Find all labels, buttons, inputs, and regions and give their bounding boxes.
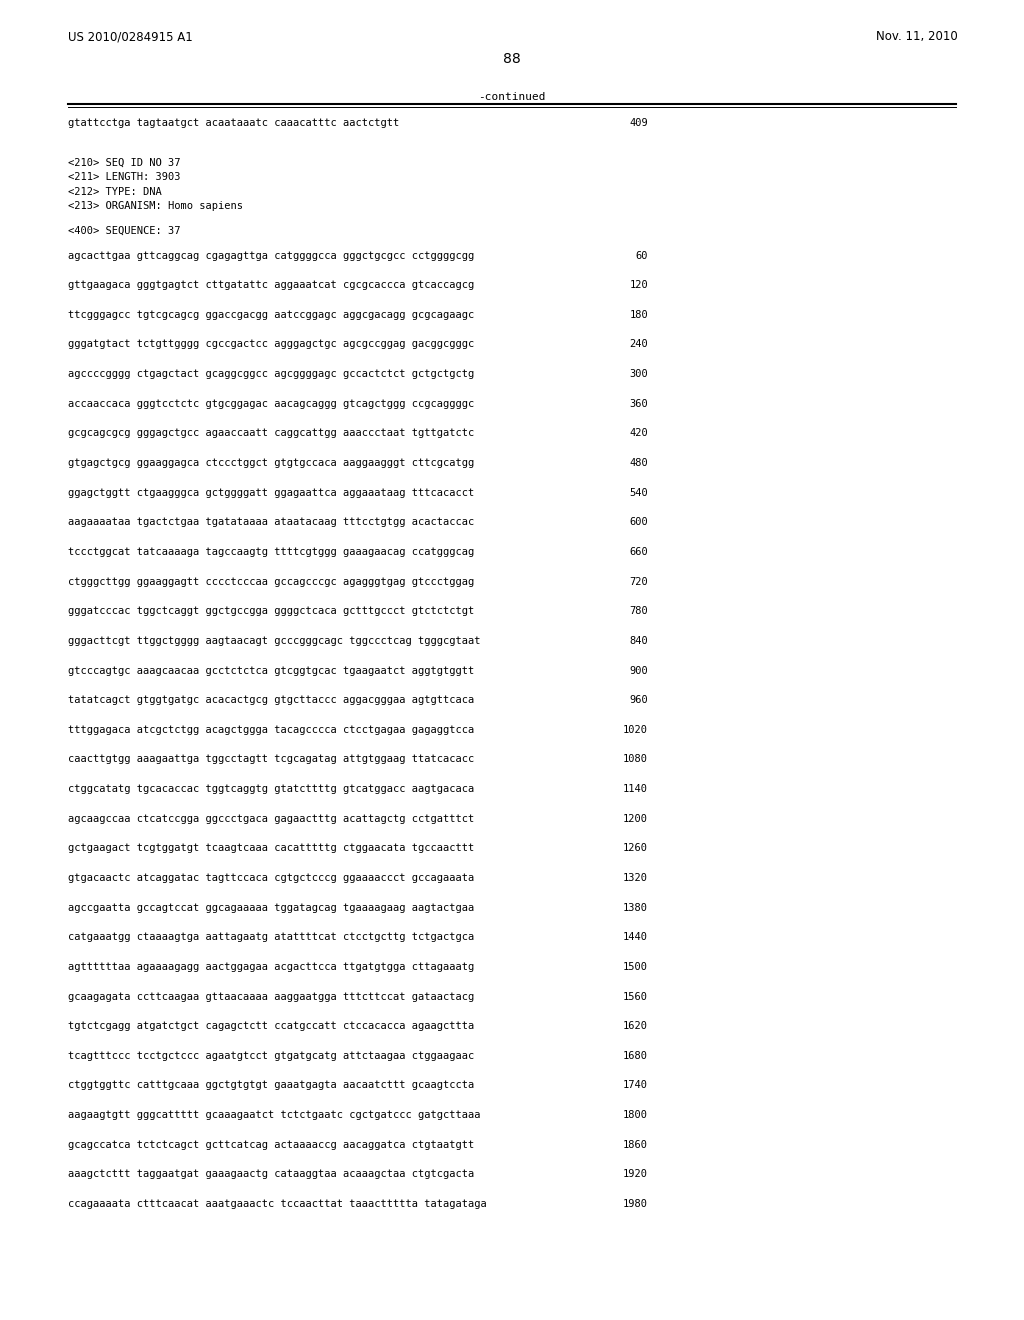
Text: 780: 780 [630, 606, 648, 616]
Text: 1740: 1740 [623, 1081, 648, 1090]
Text: agcacttgaa gttcaggcag cgagagttga catggggcca gggctgcgcc cctggggcgg: agcacttgaa gttcaggcag cgagagttga catgggg… [68, 251, 474, 260]
Text: ttcgggagcc tgtcgcagcg ggaccgacgg aatccggagc aggcgacagg gcgcagaagc: ttcgggagcc tgtcgcagcg ggaccgacgg aatccgg… [68, 310, 474, 319]
Text: agccgaatta gccagtccat ggcagaaaaa tggatagcag tgaaaagaag aagtactgaa: agccgaatta gccagtccat ggcagaaaaa tggatag… [68, 903, 474, 912]
Text: 420: 420 [630, 429, 648, 438]
Text: gttgaagaca gggtgagtct cttgatattc aggaaatcat cgcgcaccca gtcaccagcg: gttgaagaca gggtgagtct cttgatattc aggaaat… [68, 280, 474, 290]
Text: 1200: 1200 [623, 813, 648, 824]
Text: 1500: 1500 [623, 962, 648, 972]
Text: tgtctcgagg atgatctgct cagagctctt ccatgccatt ctccacacca agaagcttta: tgtctcgagg atgatctgct cagagctctt ccatgcc… [68, 1022, 474, 1031]
Text: 120: 120 [630, 280, 648, 290]
Text: 409: 409 [630, 117, 648, 128]
Text: agccccgggg ctgagctact gcaggcggcc agcggggagc gccactctct gctgctgctg: agccccgggg ctgagctact gcaggcggcc agcgggg… [68, 370, 474, 379]
Text: tatatcagct gtggtgatgc acacactgcg gtgcttaccc aggacgggaa agtgttcaca: tatatcagct gtggtgatgc acacactgcg gtgctta… [68, 696, 474, 705]
Text: 1140: 1140 [623, 784, 648, 795]
Text: agcaagccaa ctcatccgga ggccctgaca gagaactttg acattagctg cctgatttct: agcaagccaa ctcatccgga ggccctgaca gagaact… [68, 813, 474, 824]
Text: gtgagctgcg ggaaggagca ctccctggct gtgtgccaca aaggaagggt cttcgcatgg: gtgagctgcg ggaaggagca ctccctggct gtgtgcc… [68, 458, 474, 469]
Text: catgaaatgg ctaaaagtga aattagaatg atattttcat ctcctgcttg tctgactgca: catgaaatgg ctaaaagtga aattagaatg atatttt… [68, 932, 474, 942]
Text: 540: 540 [630, 487, 648, 498]
Text: 480: 480 [630, 458, 648, 469]
Text: ctgggcttgg ggaaggagtt cccctcccaa gccagcccgc agagggtgag gtccctggag: ctgggcttgg ggaaggagtt cccctcccaa gccagcc… [68, 577, 474, 586]
Text: 1860: 1860 [623, 1139, 648, 1150]
Text: 240: 240 [630, 339, 648, 350]
Text: ctggcatatg tgcacaccac tggtcaggtg gtatcttttg gtcatggacc aagtgacaca: ctggcatatg tgcacaccac tggtcaggtg gtatctt… [68, 784, 474, 795]
Text: gtgacaactc atcaggatac tagttccaca cgtgctcccg ggaaaaccct gccagaaata: gtgacaactc atcaggatac tagttccaca cgtgctc… [68, 873, 474, 883]
Text: agttttttaa agaaaagagg aactggagaa acgacttcca ttgatgtgga cttagaaatg: agttttttaa agaaaagagg aactggagaa acgactt… [68, 962, 474, 972]
Text: 1440: 1440 [623, 932, 648, 942]
Text: 600: 600 [630, 517, 648, 527]
Text: tccctggcat tatcaaaaga tagccaagtg ttttcgtggg gaaagaacag ccatgggcag: tccctggcat tatcaaaaga tagccaagtg ttttcgt… [68, 546, 474, 557]
Text: 360: 360 [630, 399, 648, 409]
Text: <212> TYPE: DNA: <212> TYPE: DNA [68, 187, 162, 197]
Text: 180: 180 [630, 310, 648, 319]
Text: aaagctcttt taggaatgat gaaagaactg cataaggtaa acaaagctaa ctgtcgacta: aaagctcttt taggaatgat gaaagaactg cataagg… [68, 1170, 474, 1179]
Text: Nov. 11, 2010: Nov. 11, 2010 [877, 30, 958, 44]
Text: gcagccatca tctctcagct gcttcatcag actaaaaccg aacaggatca ctgtaatgtt: gcagccatca tctctcagct gcttcatcag actaaaa… [68, 1139, 474, 1150]
Text: gctgaagact tcgtggatgt tcaagtcaaa cacatttttg ctggaacata tgccaacttt: gctgaagact tcgtggatgt tcaagtcaaa cacattt… [68, 843, 474, 853]
Text: 900: 900 [630, 665, 648, 676]
Text: <213> ORGANISM: Homo sapiens: <213> ORGANISM: Homo sapiens [68, 201, 243, 211]
Text: gcgcagcgcg gggagctgcc agaaccaatt caggcattgg aaaccctaat tgttgatctc: gcgcagcgcg gggagctgcc agaaccaatt caggcat… [68, 429, 474, 438]
Text: 300: 300 [630, 370, 648, 379]
Text: caacttgtgg aaagaattga tggcctagtt tcgcagatag attgtggaag ttatcacacc: caacttgtgg aaagaattga tggcctagtt tcgcaga… [68, 755, 474, 764]
Text: 1380: 1380 [623, 903, 648, 912]
Text: aagaaaataa tgactctgaa tgatataaaa ataatacaag tttcctgtgg acactaccac: aagaaaataa tgactctgaa tgatataaaa ataatac… [68, 517, 474, 527]
Text: 1260: 1260 [623, 843, 648, 853]
Text: tttggagaca atcgctctgg acagctggga tacagcccca ctcctgagaa gagaggtcca: tttggagaca atcgctctgg acagctggga tacagcc… [68, 725, 474, 735]
Text: 60: 60 [636, 251, 648, 260]
Text: 720: 720 [630, 577, 648, 586]
Text: 1020: 1020 [623, 725, 648, 735]
Text: 1080: 1080 [623, 755, 648, 764]
Text: gtcccagtgc aaagcaacaa gcctctctca gtcggtgcac tgaagaatct aggtgtggtt: gtcccagtgc aaagcaacaa gcctctctca gtcggtg… [68, 665, 474, 676]
Text: 88: 88 [503, 51, 521, 66]
Text: ctggtggttc catttgcaaa ggctgtgtgt gaaatgagta aacaatcttt gcaagtccta: ctggtggttc catttgcaaa ggctgtgtgt gaaatga… [68, 1081, 474, 1090]
Text: <210> SEQ ID NO 37: <210> SEQ ID NO 37 [68, 158, 180, 168]
Text: 1920: 1920 [623, 1170, 648, 1179]
Text: 660: 660 [630, 546, 648, 557]
Text: gggacttcgt ttggctgggg aagtaacagt gcccgggcagc tggccctcag tgggcgtaat: gggacttcgt ttggctgggg aagtaacagt gcccggg… [68, 636, 480, 645]
Text: -continued: -continued [478, 92, 546, 102]
Text: <211> LENGTH: 3903: <211> LENGTH: 3903 [68, 173, 180, 182]
Text: 1680: 1680 [623, 1051, 648, 1061]
Text: gcaagagata ccttcaagaa gttaacaaaa aaggaatgga tttcttccat gataactacg: gcaagagata ccttcaagaa gttaacaaaa aaggaat… [68, 991, 474, 1002]
Text: US 2010/0284915 A1: US 2010/0284915 A1 [68, 30, 193, 44]
Text: gggatcccac tggctcaggt ggctgccgga ggggctcaca gctttgccct gtctctctgt: gggatcccac tggctcaggt ggctgccgga ggggctc… [68, 606, 474, 616]
Text: 1560: 1560 [623, 991, 648, 1002]
Text: 1800: 1800 [623, 1110, 648, 1121]
Text: <400> SEQUENCE: 37: <400> SEQUENCE: 37 [68, 226, 180, 236]
Text: ggagctggtt ctgaagggca gctggggatt ggagaattca aggaaataag tttcacacct: ggagctggtt ctgaagggca gctggggatt ggagaat… [68, 487, 474, 498]
Text: 960: 960 [630, 696, 648, 705]
Text: ccagaaaata ctttcaacat aaatgaaactc tccaacttat taaacttttta tatagataga: ccagaaaata ctttcaacat aaatgaaactc tccaac… [68, 1199, 486, 1209]
Text: 1620: 1620 [623, 1022, 648, 1031]
Text: aagaagtgtt gggcattttt gcaaagaatct tctctgaatc cgctgatccc gatgcttaaa: aagaagtgtt gggcattttt gcaaagaatct tctctg… [68, 1110, 480, 1121]
Text: 1320: 1320 [623, 873, 648, 883]
Text: accaaccaca gggtcctctc gtgcggagac aacagcaggg gtcagctggg ccgcaggggc: accaaccaca gggtcctctc gtgcggagac aacagca… [68, 399, 474, 409]
Text: 1980: 1980 [623, 1199, 648, 1209]
Text: gtattcctga tagtaatgct acaataaatc caaacatttc aactctgtt: gtattcctga tagtaatgct acaataaatc caaacat… [68, 117, 399, 128]
Text: tcagtttccc tcctgctccc agaatgtcct gtgatgcatg attctaagaa ctggaagaac: tcagtttccc tcctgctccc agaatgtcct gtgatgc… [68, 1051, 474, 1061]
Text: gggatgtact tctgttgggg cgccgactcc agggagctgc agcgccggag gacggcgggc: gggatgtact tctgttgggg cgccgactcc agggagc… [68, 339, 474, 350]
Text: 840: 840 [630, 636, 648, 645]
